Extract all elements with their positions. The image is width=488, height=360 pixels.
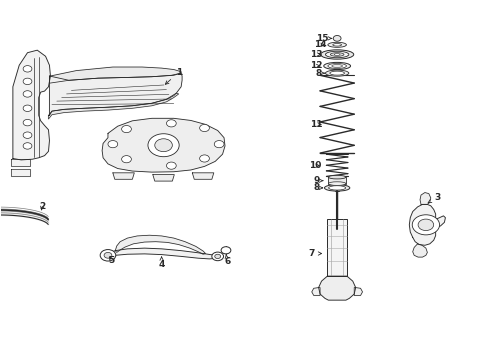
Ellipse shape bbox=[325, 70, 348, 76]
Polygon shape bbox=[412, 244, 427, 257]
Ellipse shape bbox=[328, 182, 345, 185]
FancyBboxPatch shape bbox=[327, 219, 346, 276]
Polygon shape bbox=[11, 159, 30, 166]
Circle shape bbox=[155, 139, 172, 152]
Ellipse shape bbox=[333, 54, 339, 55]
Text: 10: 10 bbox=[308, 161, 321, 170]
Ellipse shape bbox=[325, 51, 348, 58]
Circle shape bbox=[214, 140, 224, 148]
Circle shape bbox=[104, 252, 112, 258]
Text: 15: 15 bbox=[316, 34, 331, 43]
Text: 5: 5 bbox=[108, 256, 115, 265]
Text: 9: 9 bbox=[313, 176, 322, 185]
Polygon shape bbox=[115, 235, 205, 254]
Polygon shape bbox=[153, 175, 174, 181]
Ellipse shape bbox=[327, 63, 346, 68]
Polygon shape bbox=[13, 50, 50, 160]
Circle shape bbox=[23, 105, 32, 112]
Circle shape bbox=[211, 252, 223, 261]
Polygon shape bbox=[113, 173, 134, 179]
Circle shape bbox=[23, 91, 32, 97]
Polygon shape bbox=[49, 67, 181, 83]
Circle shape bbox=[148, 134, 179, 157]
Ellipse shape bbox=[324, 185, 349, 191]
Ellipse shape bbox=[332, 44, 341, 46]
Polygon shape bbox=[419, 193, 430, 204]
Ellipse shape bbox=[328, 186, 345, 190]
Circle shape bbox=[23, 120, 32, 126]
Circle shape bbox=[23, 66, 32, 72]
Text: 1: 1 bbox=[165, 68, 182, 84]
Circle shape bbox=[122, 156, 131, 163]
Ellipse shape bbox=[329, 71, 344, 75]
Text: 11: 11 bbox=[310, 120, 322, 129]
Ellipse shape bbox=[330, 53, 343, 56]
Text: 8: 8 bbox=[312, 183, 322, 192]
Text: 3: 3 bbox=[427, 193, 439, 203]
Circle shape bbox=[166, 162, 176, 169]
Text: 2: 2 bbox=[39, 202, 45, 211]
Circle shape bbox=[199, 125, 209, 132]
Circle shape bbox=[221, 247, 230, 254]
Text: 12: 12 bbox=[310, 62, 322, 71]
Circle shape bbox=[166, 120, 176, 127]
Text: 4: 4 bbox=[158, 257, 164, 270]
Polygon shape bbox=[353, 288, 362, 296]
Text: 7: 7 bbox=[308, 249, 321, 258]
Circle shape bbox=[23, 143, 32, 149]
Circle shape bbox=[411, 215, 439, 235]
Text: 8: 8 bbox=[314, 69, 324, 78]
Circle shape bbox=[214, 254, 220, 258]
Polygon shape bbox=[107, 248, 219, 259]
Polygon shape bbox=[408, 204, 445, 245]
Text: 6: 6 bbox=[224, 255, 230, 266]
Polygon shape bbox=[318, 276, 355, 300]
Polygon shape bbox=[11, 169, 30, 176]
Circle shape bbox=[23, 132, 32, 138]
Text: 13: 13 bbox=[310, 50, 322, 59]
Circle shape bbox=[199, 155, 209, 162]
Circle shape bbox=[122, 126, 131, 133]
Ellipse shape bbox=[323, 62, 350, 69]
Circle shape bbox=[417, 219, 433, 230]
Ellipse shape bbox=[328, 175, 345, 179]
FancyBboxPatch shape bbox=[328, 177, 345, 184]
Polygon shape bbox=[192, 173, 213, 179]
Circle shape bbox=[100, 249, 116, 261]
Polygon shape bbox=[311, 288, 320, 296]
Polygon shape bbox=[48, 93, 178, 119]
Circle shape bbox=[23, 78, 32, 85]
Ellipse shape bbox=[320, 50, 353, 59]
Circle shape bbox=[332, 36, 340, 41]
Polygon shape bbox=[49, 73, 182, 116]
Polygon shape bbox=[102, 118, 224, 172]
Circle shape bbox=[108, 140, 118, 148]
Text: 14: 14 bbox=[313, 40, 325, 49]
Ellipse shape bbox=[327, 42, 346, 47]
Ellipse shape bbox=[331, 64, 342, 67]
